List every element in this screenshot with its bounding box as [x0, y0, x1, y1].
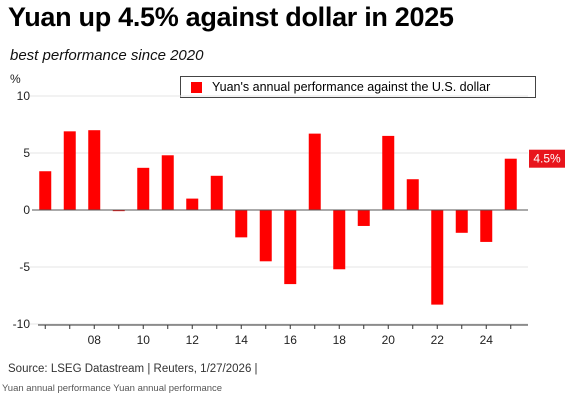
x-tick-label: 12 [186, 333, 200, 347]
x-tick-label: 08 [88, 333, 102, 347]
bar [357, 210, 370, 226]
bar [112, 210, 125, 212]
footnote: Yuan annual performance Yuan annual perf… [2, 383, 223, 394]
y-axis-unit-label: % [10, 72, 21, 86]
bar [88, 130, 101, 210]
bar-chart: 10 5 0 -5 -10 08 10 12 14 16 18 20 22 24 4.5% [13, 89, 565, 347]
bar [308, 133, 321, 210]
bar [161, 155, 174, 210]
y-tick-label: 5 [23, 146, 30, 160]
value-callout-box [529, 149, 565, 168]
y-tick-label: -5 [19, 260, 30, 274]
bar [284, 210, 297, 285]
bar [210, 175, 223, 210]
bar [63, 131, 76, 210]
bar [455, 210, 468, 233]
x-tick-label: 10 [137, 333, 151, 347]
x-tick-label: 16 [284, 333, 298, 347]
bar [406, 179, 419, 210]
bar [39, 171, 52, 210]
y-tick-label: 10 [17, 89, 31, 103]
x-tick-label: 14 [235, 333, 249, 347]
value-callout-label: 4.5% [533, 152, 561, 166]
x-tick-label: 22 [431, 333, 445, 347]
bar [431, 210, 444, 305]
y-tick-label: 0 [23, 203, 30, 217]
bar [382, 135, 395, 210]
chart-legend: Yuan's annual performance against the U.… [180, 76, 536, 98]
bar [480, 210, 493, 242]
y-tick-label: -10 [13, 317, 31, 331]
legend-swatch [191, 81, 202, 93]
bar [504, 158, 517, 210]
bar [186, 198, 199, 210]
bar [259, 210, 272, 262]
bar [235, 210, 248, 238]
bar [137, 167, 150, 210]
chart-title: Yuan up 4.5% against dollar in 2025 [8, 2, 454, 32]
x-tick-label: 20 [382, 333, 396, 347]
x-tick-label: 24 [480, 333, 494, 347]
x-tick-label: 18 [333, 333, 347, 347]
source-note: Source: LSEG Datastream | Reuters, 1/27/… [8, 363, 258, 375]
legend-label: Yuan's annual performance against the U.… [212, 80, 491, 94]
chart-subtitle: best performance since 2020 [10, 47, 204, 64]
bar [333, 210, 346, 270]
